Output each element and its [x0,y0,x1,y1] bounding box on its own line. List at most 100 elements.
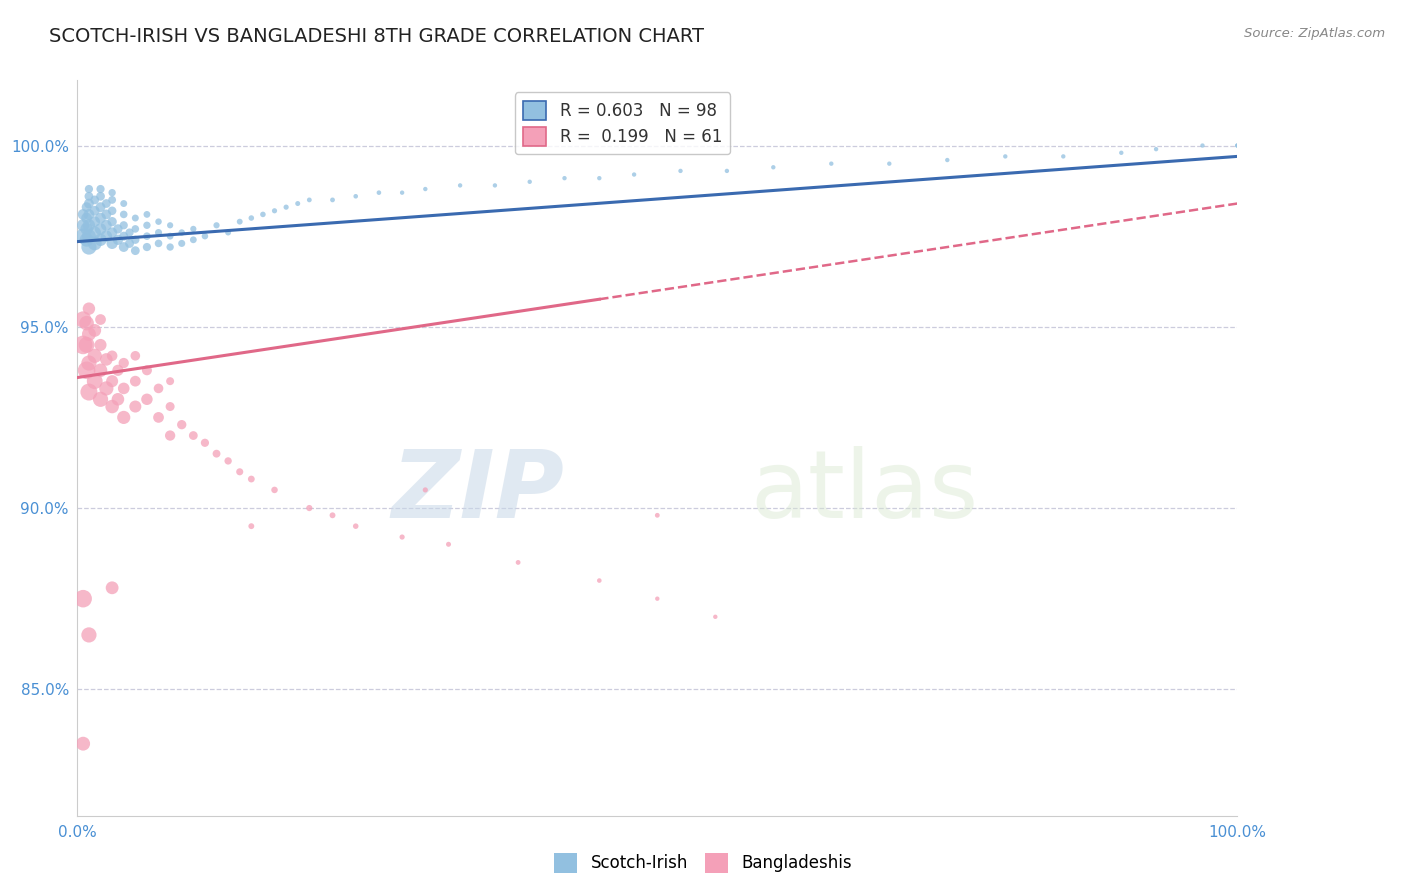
Point [413,182,436,196]
Point [344,519,367,533]
Text: atlas: atlas [751,446,979,539]
Point [228,214,252,228]
Point [96,196,118,211]
Point [368,186,391,200]
Point [124,222,146,236]
Point [72,338,94,352]
Point [228,465,252,479]
Point [72,591,94,606]
Legend: R = 0.603   N = 98, R =  0.199   N = 61: R = 0.603 N = 98, R = 0.199 N = 61 [515,92,730,154]
Point [101,236,124,251]
Point [217,226,239,240]
Point [994,149,1017,163]
Point [669,164,692,178]
Point [1111,145,1133,160]
Point [148,236,170,251]
Point [77,356,100,370]
Point [77,182,100,196]
Point [321,508,344,523]
Point [124,233,146,247]
Point [194,435,217,450]
Point [112,207,135,221]
Point [321,193,344,207]
Point [90,312,111,326]
Point [170,226,193,240]
Point [124,400,146,414]
Point [287,196,309,211]
Text: ZIP: ZIP [392,446,565,539]
Text: SCOTCH-IRISH VS BANGLADESHI 8TH GRADE CORRELATION CHART: SCOTCH-IRISH VS BANGLADESHI 8TH GRADE CO… [49,27,704,45]
Point [148,226,170,240]
Point [252,207,274,221]
Point [1144,142,1167,156]
Point [72,737,94,751]
Point [159,219,181,233]
Point [76,200,98,214]
Point [77,301,100,316]
Point [205,447,228,461]
Point [704,609,727,624]
Point [136,207,159,221]
Point [194,229,217,244]
Point [263,483,285,497]
Point [298,193,321,207]
Point [107,392,129,407]
Point [263,203,285,218]
Point [77,326,100,341]
Point [76,338,98,352]
Point [344,189,367,203]
Point [83,203,105,218]
Point [124,374,146,388]
Point [83,226,105,240]
Point [240,472,263,486]
Point [647,508,669,523]
Point [136,229,159,244]
Point [762,161,785,175]
Point [1191,138,1213,153]
Point [159,400,181,414]
Point [96,207,118,221]
Point [90,182,111,196]
Text: Source: ZipAtlas.com: Source: ZipAtlas.com [1244,27,1385,40]
Point [205,219,228,233]
Point [72,229,94,244]
Point [148,214,170,228]
Point [1052,149,1074,163]
Point [76,211,98,225]
Point [77,628,100,642]
Point [77,207,100,221]
Point [647,591,669,606]
Point [83,349,105,363]
Point [484,178,506,193]
Point [90,222,111,236]
Point [519,175,541,189]
Legend: Scotch-Irish, Bangladeshis: Scotch-Irish, Bangladeshis [547,847,859,880]
Point [107,363,129,377]
Point [118,236,141,251]
Point [112,196,135,211]
Point [101,203,124,218]
Point [124,244,146,258]
Point [96,219,118,233]
Point [96,229,118,244]
Point [72,312,94,326]
Point [183,428,205,442]
Point [136,363,159,377]
Point [101,400,124,414]
Point [76,363,98,377]
Point [170,236,193,251]
Point [101,193,124,207]
Point [136,240,159,254]
Point [413,483,436,497]
Point [112,229,135,244]
Point [76,233,98,247]
Point [101,349,124,363]
Point [159,240,181,254]
Point [159,229,181,244]
Point [118,226,141,240]
Point [276,200,298,214]
Point [124,349,146,363]
Point [90,338,111,352]
Point [83,193,105,207]
Point [159,428,181,442]
